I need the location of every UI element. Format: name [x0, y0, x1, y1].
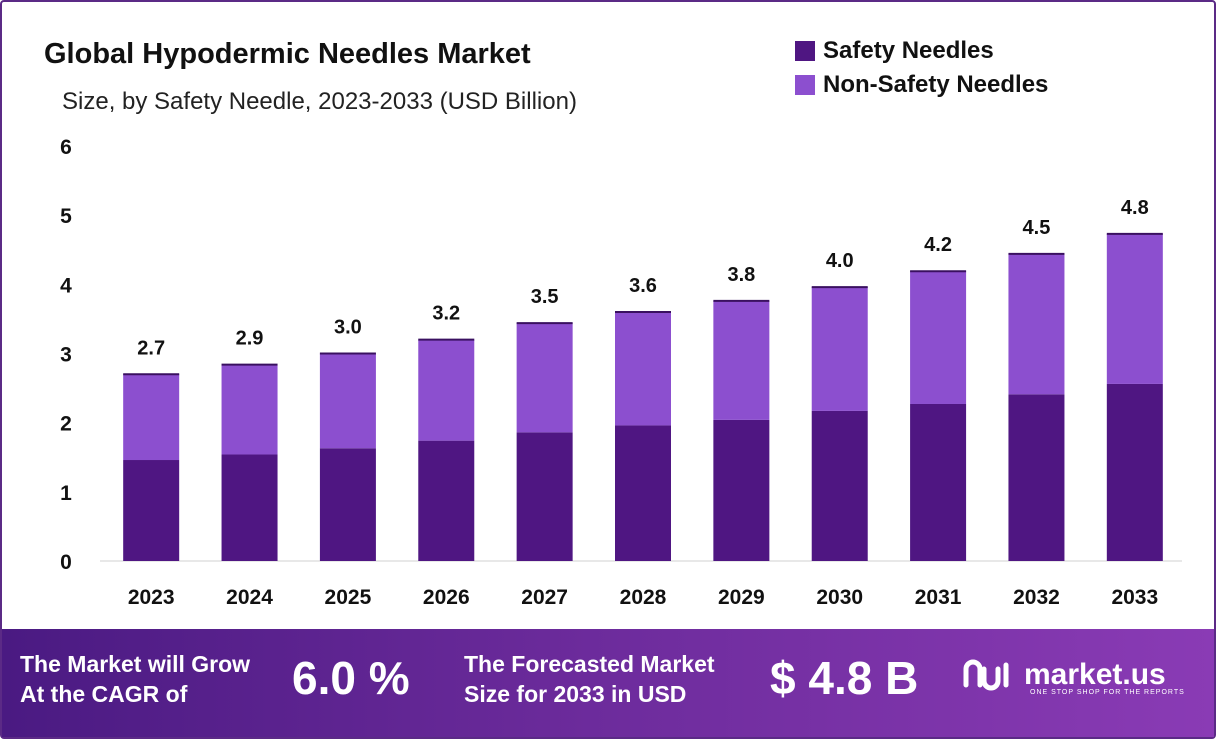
- market-us-logo-icon: [963, 659, 1009, 691]
- y-tick-label: 2: [60, 413, 72, 436]
- x-tick-label: 2023: [128, 586, 175, 609]
- x-tick-label: 2028: [620, 586, 667, 609]
- forecast-value: $ 4.8 B: [770, 652, 919, 704]
- chart-title: Global Hypodermic Needles Market: [44, 38, 531, 70]
- bar-non-safety-needles: [910, 271, 967, 404]
- bar-total-label: 3.5: [531, 286, 559, 308]
- bar-safety-needles: [713, 419, 770, 561]
- legend-swatch-non-safety: [795, 75, 815, 95]
- bars: 2.7 2.9 3.0 3.2 3.5 3.6 3.8 4.0 4.2 4.5 4.8: [123, 197, 1163, 561]
- bar-safety-needles: [811, 410, 868, 561]
- x-tick-label: 2026: [423, 586, 470, 609]
- forecast-text-line1: The Forecasted Market: [464, 651, 715, 677]
- bar-non-safety-needles: [418, 339, 475, 441]
- bar-safety-needles: [1106, 383, 1163, 561]
- x-tick-label: 2025: [325, 586, 372, 609]
- forecast-text: The Forecasted Market Size for 2033 in U…: [464, 649, 715, 709]
- bar-non-safety-needles: [1008, 253, 1065, 395]
- chart-subtitle: Size, by Safety Needle, 2023-2033 (USD B…: [62, 88, 577, 115]
- cagr-text-line2: At the CAGR of: [20, 681, 188, 707]
- bar-non-safety-needles: [1106, 233, 1163, 384]
- y-tick-label: 4: [60, 274, 72, 297]
- bar-safety-needles: [123, 460, 180, 561]
- bar-total-label: 3.6: [629, 275, 657, 297]
- legend-label-non-safety: Non-Safety Needles: [823, 71, 1049, 98]
- bar-total-label: 3.0: [334, 317, 362, 339]
- cagr-text: The Market will Grow At the CAGR of: [20, 649, 250, 709]
- bar-safety-needles: [319, 448, 376, 561]
- x-tick-label: 2024: [226, 586, 273, 609]
- legend-label-safety: Safety Needles: [823, 37, 994, 64]
- bar-non-safety-needles: [615, 312, 671, 426]
- brand-logo: market.us ONE STOP SHOP FOR THE REPORTS: [962, 655, 1184, 696]
- bar-total-label: 2.7: [137, 337, 165, 359]
- bar-safety-needles: [615, 425, 671, 561]
- bar-safety-needles: [516, 432, 573, 561]
- y-tick-label: 5: [60, 205, 72, 228]
- logo-tagline: ONE STOP SHOP FOR THE REPORTS: [1030, 689, 1185, 696]
- forecast-text-line2: Size for 2033 in USD: [464, 681, 687, 707]
- bar-non-safety-needles: [123, 374, 180, 461]
- bar-non-safety-needles: [811, 287, 868, 411]
- y-tick-label: 1: [60, 482, 72, 505]
- x-tick-label: 2033: [1111, 586, 1158, 609]
- summary-banner: The Market will Grow At the CAGR of 6.0 …: [2, 629, 1214, 737]
- x-tick-label: 2032: [1013, 586, 1060, 609]
- x-axis: 2023 2024 2025 2026 2027 2028 2029 2030 2031 2032…: [128, 586, 1158, 609]
- bar-safety-needles: [221, 454, 278, 561]
- bar-safety-needles: [1008, 394, 1065, 561]
- x-tick-label: 2030: [816, 586, 863, 609]
- bar-total-label: 2.9: [236, 328, 264, 350]
- bar-total-label: 3.8: [727, 264, 755, 286]
- bar-non-safety-needles: [516, 323, 573, 433]
- y-tick-label: 6: [60, 136, 72, 159]
- bar-chart: 0 1 2 3 4 5 6 2.7 2.9 3.0 3.2 3.5 3.6 3.8 4.0 4.2 4.5 4.…: [60, 136, 1182, 609]
- y-tick-label: 3: [60, 344, 72, 367]
- x-tick-label: 2029: [718, 586, 765, 609]
- cagr-value: 6.0 %: [292, 652, 410, 704]
- bar-total-label: 3.2: [432, 303, 460, 325]
- legend-swatch-safety: [795, 41, 815, 61]
- bar-non-safety-needles: [221, 364, 278, 455]
- bar-total-label: 4.8: [1121, 197, 1149, 219]
- bar-total-label: 4.2: [924, 234, 952, 256]
- bar-safety-needles: [418, 440, 475, 561]
- bar-safety-needles: [910, 403, 967, 561]
- logo-name: market.us: [1024, 658, 1166, 691]
- x-tick-label: 2027: [521, 586, 568, 609]
- cagr-text-line1: The Market will Grow: [20, 651, 251, 677]
- y-axis: 0 1 2 3 4 5 6: [60, 136, 72, 574]
- x-tick-label: 2031: [915, 586, 962, 609]
- bar-non-safety-needles: [319, 353, 376, 449]
- bar-total-label: 4.5: [1023, 217, 1051, 239]
- bar-non-safety-needles: [713, 300, 770, 420]
- y-tick-label: 0: [60, 551, 72, 574]
- legend-item-non-safety: Non-Safety Needles: [795, 68, 1048, 102]
- legend-item-safety: Safety Needles: [795, 34, 1048, 68]
- legend: Safety Needles Non-Safety Needles: [795, 34, 1048, 102]
- bar-total-label: 4.0: [826, 250, 854, 272]
